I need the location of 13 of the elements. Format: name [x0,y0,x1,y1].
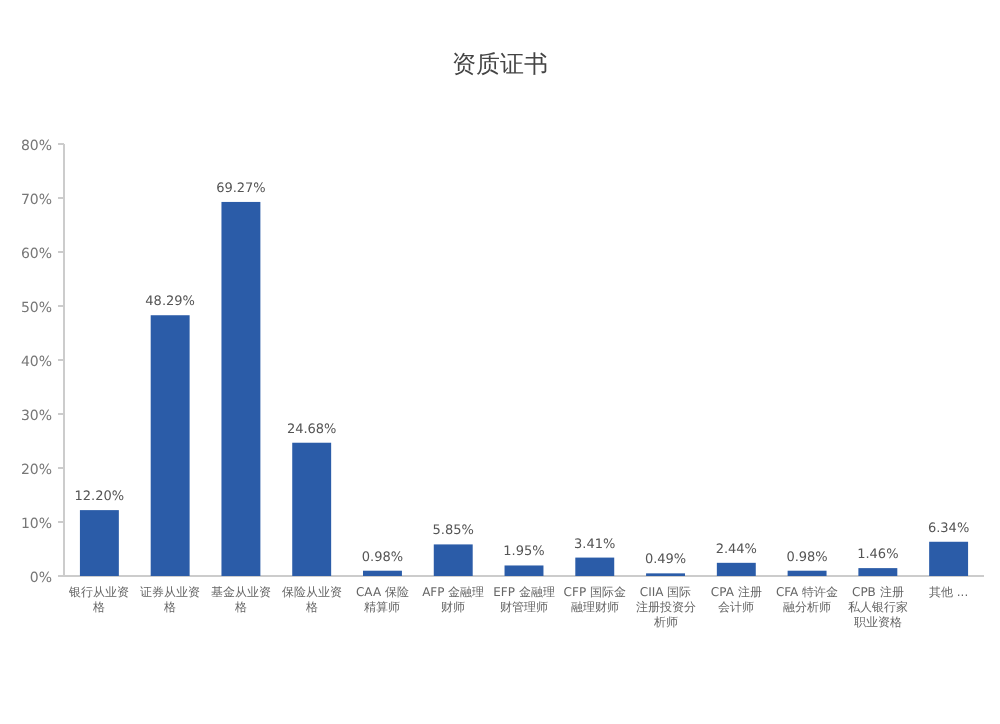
bar [575,557,615,576]
bar [929,541,969,576]
bar [787,570,827,576]
bar [150,315,190,576]
bar [363,570,402,576]
bar [716,562,756,576]
bar [858,568,898,576]
chart-title: 资质证书 [452,50,548,78]
bar [504,565,544,576]
bar [433,544,473,576]
bar [79,510,119,576]
bar [221,201,261,576]
bar [292,442,332,576]
